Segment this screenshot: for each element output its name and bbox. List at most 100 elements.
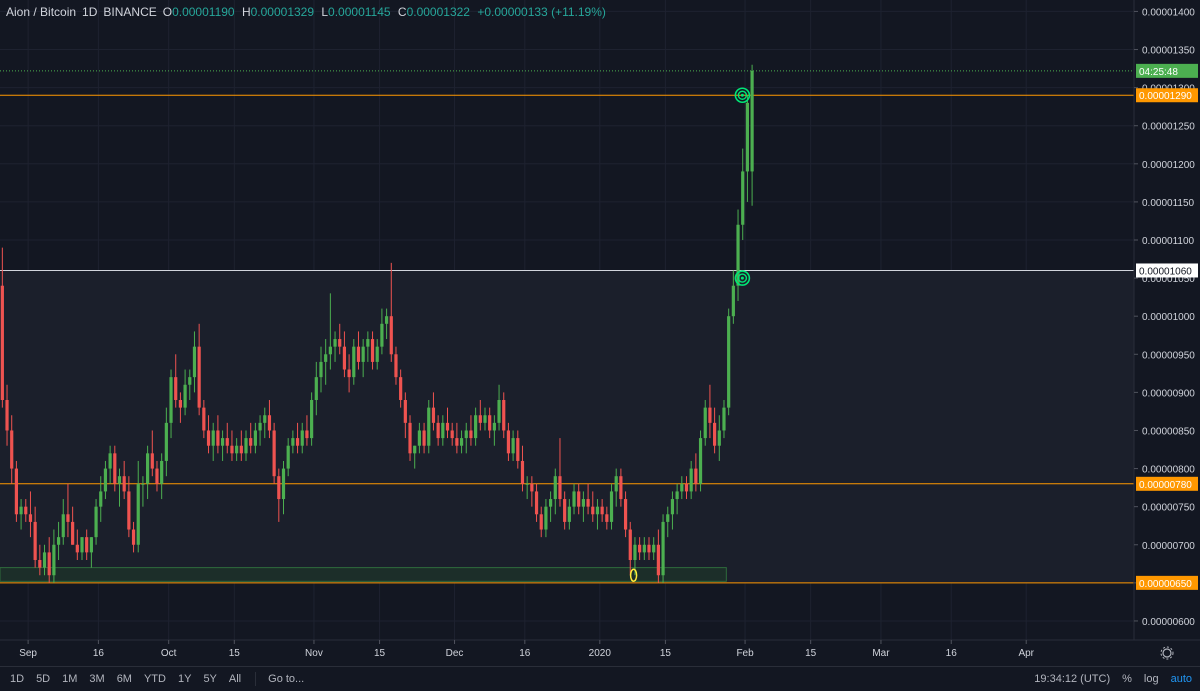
candle-body — [717, 430, 721, 446]
level-badge-mid-bg — [1136, 263, 1198, 278]
candle-body — [464, 430, 468, 439]
candle-body — [544, 506, 548, 530]
y-tick-label: 0.00000900 — [1142, 388, 1195, 399]
candle-body — [71, 521, 75, 545]
auto-toggle[interactable]: auto — [1170, 673, 1192, 685]
range-3m[interactable]: 3M — [89, 673, 105, 685]
candle-body — [328, 346, 332, 355]
candle-body — [403, 400, 407, 423]
candle-body — [0, 285, 4, 400]
candle-body — [122, 476, 126, 492]
x-tick-label: 15 — [660, 648, 672, 659]
candle-body — [52, 544, 56, 576]
candle-body — [380, 323, 384, 347]
candle-body — [502, 400, 506, 431]
range-ytd[interactable]: YTD — [143, 673, 166, 685]
candle-body — [291, 438, 295, 446]
candle-body — [422, 430, 426, 446]
high-key: H — [241, 5, 251, 19]
open-value: 0.00001190 — [172, 5, 235, 19]
candle-body — [85, 537, 89, 553]
candle-body — [548, 499, 553, 507]
candle-body — [413, 445, 417, 454]
candle-body — [253, 430, 257, 446]
interval-label[interactable]: 1D — [82, 5, 98, 19]
candle-body — [445, 422, 450, 431]
countdown-badge-bg — [1136, 63, 1198, 78]
y-tick-label: 0.00001100 — [1142, 236, 1195, 247]
y-tick-label: 0.00000850 — [1142, 426, 1195, 437]
breakout-target-marker-dot — [740, 93, 744, 97]
candle-body — [591, 506, 595, 515]
y-tick-label: 0.00001000 — [1142, 312, 1195, 323]
candle-body — [155, 468, 159, 484]
candle-body — [42, 552, 47, 568]
range-5y[interactable]: 5Y — [203, 673, 217, 685]
candle-body — [338, 339, 342, 347]
log-toggle[interactable]: log — [1143, 673, 1159, 685]
candle-body — [638, 544, 642, 553]
candle-body — [652, 544, 656, 553]
time-axis[interactable]: Sep 16 Oct 15 Nov 15 Dec 16 2020 15 Feb 15 Mar 16 Apr — [19, 640, 1035, 659]
breakout-target-marker-dot — [740, 276, 744, 280]
candle-body — [164, 422, 168, 461]
settings-gear-icon[interactable] — [1160, 646, 1174, 660]
candle-body — [609, 491, 614, 522]
candle-body — [469, 430, 473, 439]
candle-body — [117, 476, 122, 484]
candle-body — [127, 491, 131, 530]
candle-body — [375, 346, 379, 362]
candle-body — [324, 354, 328, 362]
candle-body — [408, 422, 412, 454]
candle-body — [206, 430, 211, 446]
candle-body — [230, 445, 234, 454]
range-1m[interactable]: 1M — [62, 673, 78, 685]
symbol-name[interactable]: Aion / Bitcoin — [6, 5, 77, 19]
candle-body — [670, 499, 675, 515]
range-6m[interactable]: 6M — [116, 673, 132, 685]
candle-body — [347, 369, 351, 378]
utc-clock[interactable]: 19:34:12 (UTC) — [1034, 673, 1111, 685]
candle-body — [14, 468, 19, 515]
bottom-toolbar: 1D 5D 1M 3M 6M YTD 1Y 5Y All Go to... 19… — [0, 666, 1200, 691]
candle-body — [595, 506, 600, 515]
y-tick-label: 0.00001050 — [1142, 274, 1195, 285]
candle-body — [249, 438, 253, 446]
level-badge-lower2-bg — [1136, 575, 1198, 590]
candle-body — [103, 468, 108, 492]
candle-body — [75, 544, 79, 553]
candle-body — [553, 476, 557, 500]
candle-body — [89, 537, 93, 553]
price-badges: 04:25:48 0.00001290 0.00001060 0.00000780 0.… — [1136, 63, 1198, 590]
candle-body — [750, 70, 754, 172]
candle-body — [202, 407, 206, 431]
range-1y[interactable]: 1Y — [177, 673, 192, 685]
candle-body — [263, 415, 267, 423]
x-tick-label: 16 — [93, 648, 105, 659]
level-badge-lower1: 0.00000780 — [1139, 480, 1192, 491]
candle-body — [680, 483, 684, 492]
range-all[interactable]: All — [228, 673, 242, 685]
candle-body — [216, 430, 220, 446]
markers — [629, 87, 751, 582]
y-tick-label: 0.00000750 — [1142, 503, 1195, 514]
candle-body — [642, 544, 646, 553]
candle-body — [220, 438, 225, 446]
x-tick-label: Mar — [872, 648, 890, 659]
percent-toggle[interactable]: % — [1122, 673, 1132, 685]
candle-body — [647, 544, 651, 553]
candle-body — [258, 422, 262, 431]
candle-body — [272, 430, 276, 477]
candle-body — [281, 468, 286, 500]
candle-body — [520, 460, 525, 484]
range-1d[interactable]: 1D — [10, 673, 25, 685]
y-tick-label: 0.00000800 — [1142, 465, 1195, 476]
candle-body — [384, 316, 389, 324]
candle-body — [511, 438, 515, 454]
candle-body — [656, 544, 660, 576]
open-key: O — [162, 5, 173, 19]
goto-button[interactable]: Go to... — [268, 673, 305, 685]
range-5d[interactable]: 5D — [36, 673, 51, 685]
y-tick-label: 0.00001400 — [1142, 7, 1195, 18]
